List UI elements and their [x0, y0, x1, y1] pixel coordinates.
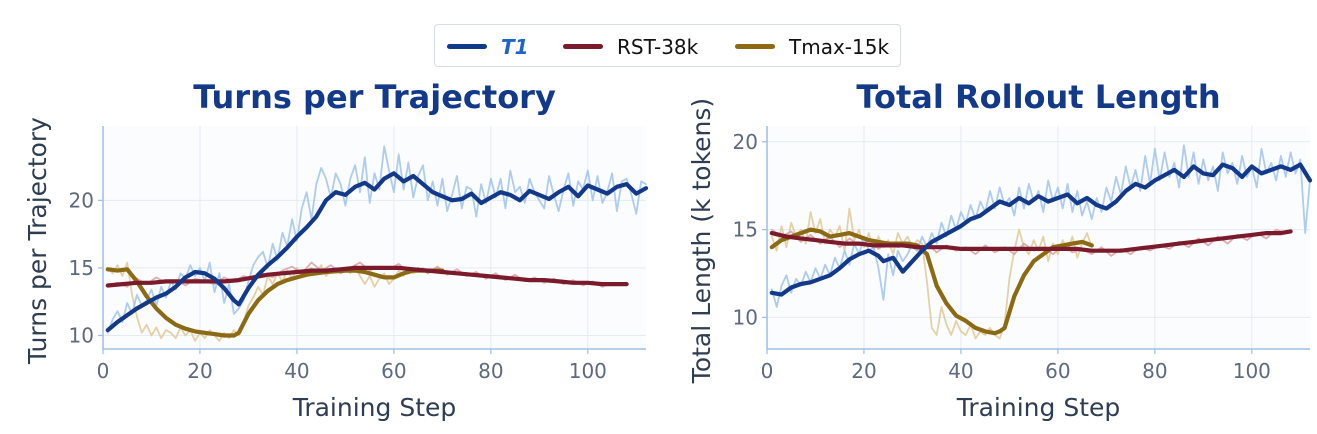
- y-tick-label: 15: [733, 218, 758, 242]
- legend-label-tmax: Tmax-15k: [789, 34, 890, 59]
- chart-title: Total Rollout Length: [856, 78, 1220, 116]
- x-tick-label: 100: [569, 359, 607, 383]
- y-tick-label: 10: [69, 323, 94, 347]
- legend: T1 RST-38k Tmax-15k: [434, 24, 901, 67]
- chart-title: Turns per Trajectory: [193, 78, 556, 116]
- x-tick-label: 80: [1142, 359, 1167, 383]
- x-tick-label: 20: [187, 359, 212, 383]
- y-tick-label: 20: [733, 130, 758, 154]
- x-tick-label: 40: [948, 359, 973, 383]
- series-line-rst-38k-smoothed: [105, 265, 629, 288]
- chart-panel-turns: 0 20 40 60 80 100 10 15 20 Turns per Trajectory Tr…: [23, 78, 649, 422]
- legend-item-rst[interactable]: RST-38k: [563, 25, 698, 68]
- legend-item-t1[interactable]: T1: [447, 25, 529, 68]
- x-tick-label: 100: [1233, 359, 1271, 383]
- series-line-t1-smoothed: [105, 171, 649, 333]
- legend-swatch-tmax: [735, 44, 775, 49]
- chart-panel-length: 0 20 40 60 80 100 10 15 20 Total Rollout Length Tr…: [687, 78, 1313, 422]
- series-line-tmax-15k-smoothed: [105, 267, 445, 338]
- x-tick-label: 60: [381, 359, 406, 383]
- plot-area: [103, 126, 646, 349]
- x-axis-label: Training Step: [292, 393, 457, 422]
- series-line-t1-smoothed: [769, 162, 1313, 297]
- y-tick-label: 10: [733, 305, 758, 329]
- series-line-rst-38k-smoothed: [769, 229, 1293, 253]
- legend-label-t1: T1: [501, 34, 529, 59]
- y-axis-label: Turns per Trajectory: [23, 117, 52, 365]
- y-tick-label: 20: [69, 188, 94, 212]
- x-tick-label: 20: [851, 359, 876, 383]
- y-tick-label: 15: [69, 256, 94, 280]
- legend-label-rst: RST-38k: [617, 34, 699, 59]
- series-line-tmax-15k-smoothed: [769, 227, 1094, 336]
- legend-item-tmax[interactable]: Tmax-15k: [735, 25, 889, 68]
- legend-swatch-rst: [563, 44, 603, 49]
- x-tick-label: 0: [97, 359, 110, 383]
- x-tick-label: 80: [478, 359, 503, 383]
- x-tick-label: 0: [761, 359, 774, 383]
- x-tick-label: 60: [1045, 359, 1070, 383]
- x-tick-label: 40: [284, 359, 309, 383]
- legend-swatch-t1: [447, 44, 487, 49]
- y-axis-label: Total Length (k tokens): [687, 98, 716, 384]
- x-axis-label: Training Step: [956, 393, 1121, 422]
